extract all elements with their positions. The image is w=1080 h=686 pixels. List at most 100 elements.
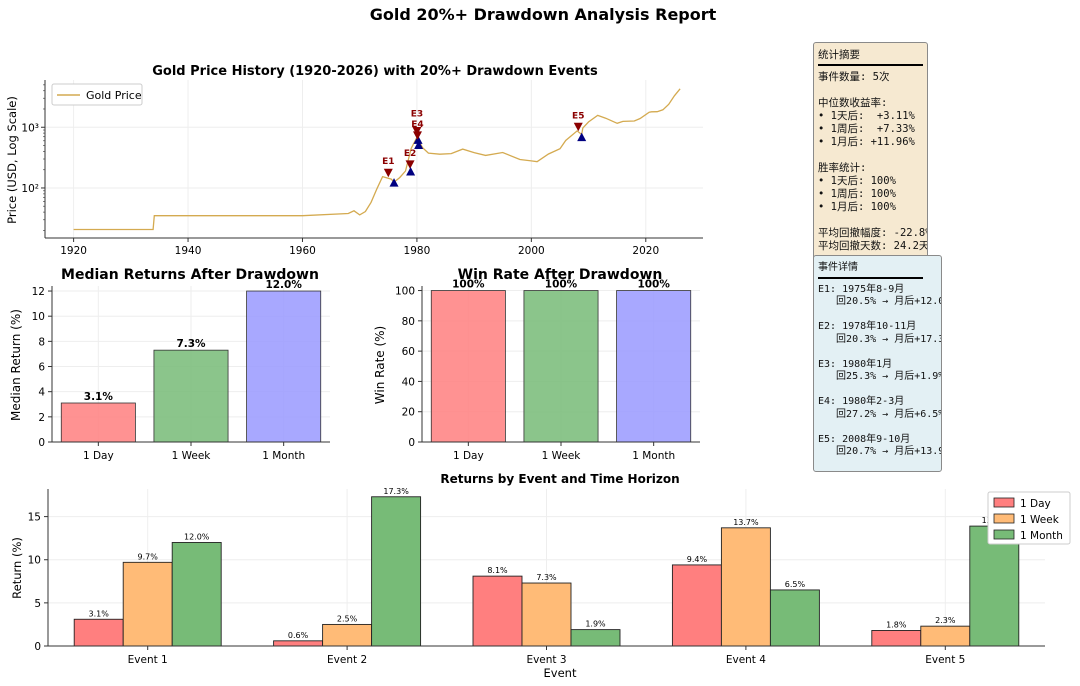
event-peak-marker bbox=[383, 168, 393, 178]
price-x-tick-label: 2020 bbox=[632, 245, 659, 257]
event-bar bbox=[671, 564, 722, 647]
event-category-label: Event 5 bbox=[925, 654, 965, 666]
event-1-line2: 回20.5% → 月后+12.0% bbox=[818, 296, 942, 307]
event-y-axis-label: Return (%) bbox=[10, 537, 24, 599]
price-y-tick-label: 10³ bbox=[21, 122, 39, 134]
event-label: E3 bbox=[411, 110, 423, 120]
event-5-line2: 回20.7% → 月后+13.9% bbox=[818, 446, 942, 457]
event-bar bbox=[920, 625, 971, 647]
event-label: E4 bbox=[411, 120, 423, 130]
bar-y-tick-label: 2 bbox=[38, 412, 45, 424]
event-3-line1: E3: 1980年1月 bbox=[818, 358, 893, 370]
price-y-tick-label: 10² bbox=[21, 183, 39, 195]
event-bar-value-label: 2.3% bbox=[935, 616, 956, 625]
event-trough-marker bbox=[406, 167, 416, 176]
event-bar-value-label: 13.7% bbox=[733, 518, 759, 527]
bar-category-label: 1 Month bbox=[262, 450, 305, 462]
event-bar bbox=[273, 640, 324, 647]
bar bbox=[430, 290, 506, 443]
event-bar-value-label: 6.5% bbox=[785, 580, 806, 589]
bar-y-tick-label: 40 bbox=[402, 376, 415, 388]
bar bbox=[523, 290, 599, 443]
event-legend-label: 1 Month bbox=[1020, 530, 1063, 542]
event-bar-value-label: 1.9% bbox=[585, 620, 606, 629]
event-bars: 0 5 10 15 Event 1 Event 2 Event 3 Event 4 Event … bbox=[28, 487, 1045, 666]
median-returns-panel: Median Returns After Drawdown Median Ret… bbox=[9, 267, 330, 462]
event-2-line1: E2: 1978年10-11月 bbox=[818, 321, 917, 332]
stats-box-title: 统计摘要 bbox=[818, 49, 860, 61]
event-category-label: Event 3 bbox=[526, 654, 566, 666]
price-x-tick-label: 1940 bbox=[175, 245, 202, 257]
bar-y-tick-label: 0 bbox=[38, 437, 45, 449]
event-y-tick-label: 10 bbox=[28, 555, 41, 567]
event-1-line1: E1: 1975年8-9月 bbox=[818, 283, 905, 295]
gold-price-line bbox=[73, 88, 681, 231]
win-1d: • 1天后: 100% bbox=[818, 175, 896, 187]
median-bars: 0 2 4 6 8 10 12 3.1% 1 Day 7.3% 1 Week 12.0% 1 Month bbox=[32, 279, 330, 462]
event-bar bbox=[171, 542, 222, 647]
event-trough-marker bbox=[414, 140, 424, 149]
event-y-tick-label: 0 bbox=[34, 641, 41, 653]
bar-category-label: 1 Week bbox=[172, 450, 212, 462]
event-2-line2: 回20.3% → 月后+17.3% bbox=[818, 333, 942, 345]
event-bar bbox=[521, 582, 572, 647]
bar-value-label: 100% bbox=[545, 279, 578, 291]
bar-y-tick-label: 10 bbox=[32, 311, 45, 323]
bar-y-tick-label: 60 bbox=[402, 346, 415, 358]
median-1m: • 1月后: +11.96% bbox=[818, 136, 915, 148]
event-peak-marker bbox=[405, 160, 415, 169]
events-box-title: 事件详情 bbox=[818, 262, 858, 273]
bar-y-tick-label: 8 bbox=[38, 336, 45, 348]
stats-summary-box: 统计摘要 事件数量: 5次 中位数收益率: • 1天后: +3.11% • 1周… bbox=[813, 42, 928, 275]
bar-y-tick-label: 0 bbox=[408, 437, 415, 449]
win-rate-panel: Win Rate After Drawdown Win Rate (%) 0 20… bbox=[373, 267, 700, 462]
event-peak-marker bbox=[412, 127, 422, 136]
returns-by-event-panel: Returns by Event and Time Horizon Return… bbox=[10, 472, 1071, 680]
event-bar bbox=[871, 630, 922, 647]
win-1w: • 1周后: 100% bbox=[818, 188, 896, 200]
event-bar-value-label: 2.5% bbox=[337, 614, 358, 623]
event-bar-value-label: 1.8% bbox=[886, 620, 907, 629]
bar bbox=[153, 349, 229, 443]
win-rate-bars: 0 20 40 60 80 100 100% 1 Day 100% 1 Week 100% 1 Mon… bbox=[395, 279, 700, 462]
event-label: E5 bbox=[572, 111, 584, 121]
win-1m: • 1月后: 100% bbox=[818, 201, 896, 213]
gold-price-line-group bbox=[73, 88, 681, 231]
event-legend-swatch bbox=[993, 513, 1015, 524]
event-bar-value-label: 12.0% bbox=[184, 532, 210, 541]
event-y-tick-label: 15 bbox=[28, 512, 41, 524]
event-bar-value-label: 3.1% bbox=[89, 609, 110, 618]
price-x-tick-label: 1920 bbox=[60, 245, 87, 257]
event-legend-swatch bbox=[993, 497, 1015, 508]
bar-category-label: 1 Day bbox=[453, 450, 484, 462]
event-peak-marker bbox=[412, 131, 422, 140]
event-category-label: Event 2 bbox=[327, 654, 367, 666]
price-history-panel: Gold Price History (1920-2026) with 20%+… bbox=[5, 64, 703, 257]
price-legend-label: Gold Price bbox=[86, 89, 142, 102]
event-4-line2: 回27.2% → 月后+6.5% bbox=[818, 408, 942, 420]
event-chart-title: Returns by Event and Time Horizon bbox=[440, 472, 679, 486]
bar-y-tick-label: 80 bbox=[402, 316, 415, 328]
bar-y-tick-label: 4 bbox=[38, 387, 45, 399]
event-category-label: Event 1 bbox=[128, 654, 168, 666]
win-header: 胜率统计: bbox=[818, 162, 867, 174]
price-axes: 1920 1940 1960 1980 2000 2020 10² 10³ bbox=[21, 80, 703, 257]
event-legend: 1 Day 1 Week 1 Month bbox=[987, 491, 1071, 545]
price-x-tick-label: 2000 bbox=[518, 245, 545, 257]
event-bar-value-label: 9.7% bbox=[138, 552, 159, 561]
win-rate-y-axis-label: Win Rate (%) bbox=[373, 326, 387, 404]
report-title: Gold 20%+ Drawdown Analysis Report bbox=[370, 5, 717, 24]
bar-value-label: 3.1% bbox=[84, 391, 114, 403]
price-legend: Gold Price bbox=[51, 83, 143, 106]
bar bbox=[246, 290, 322, 443]
median-1d: • 1天后: +3.11% bbox=[818, 110, 915, 122]
win-rate-chart-title: Win Rate After Drawdown bbox=[458, 267, 663, 283]
price-x-tick-label: 1980 bbox=[404, 245, 431, 257]
price-x-tick-label: 1960 bbox=[289, 245, 316, 257]
event-bar bbox=[769, 589, 820, 647]
event-bar-value-label: 17.3% bbox=[383, 487, 409, 496]
avg-drawdown: 平均回撤幅度: -22.8% bbox=[818, 227, 928, 239]
bar-value-label: 7.3% bbox=[176, 338, 206, 350]
